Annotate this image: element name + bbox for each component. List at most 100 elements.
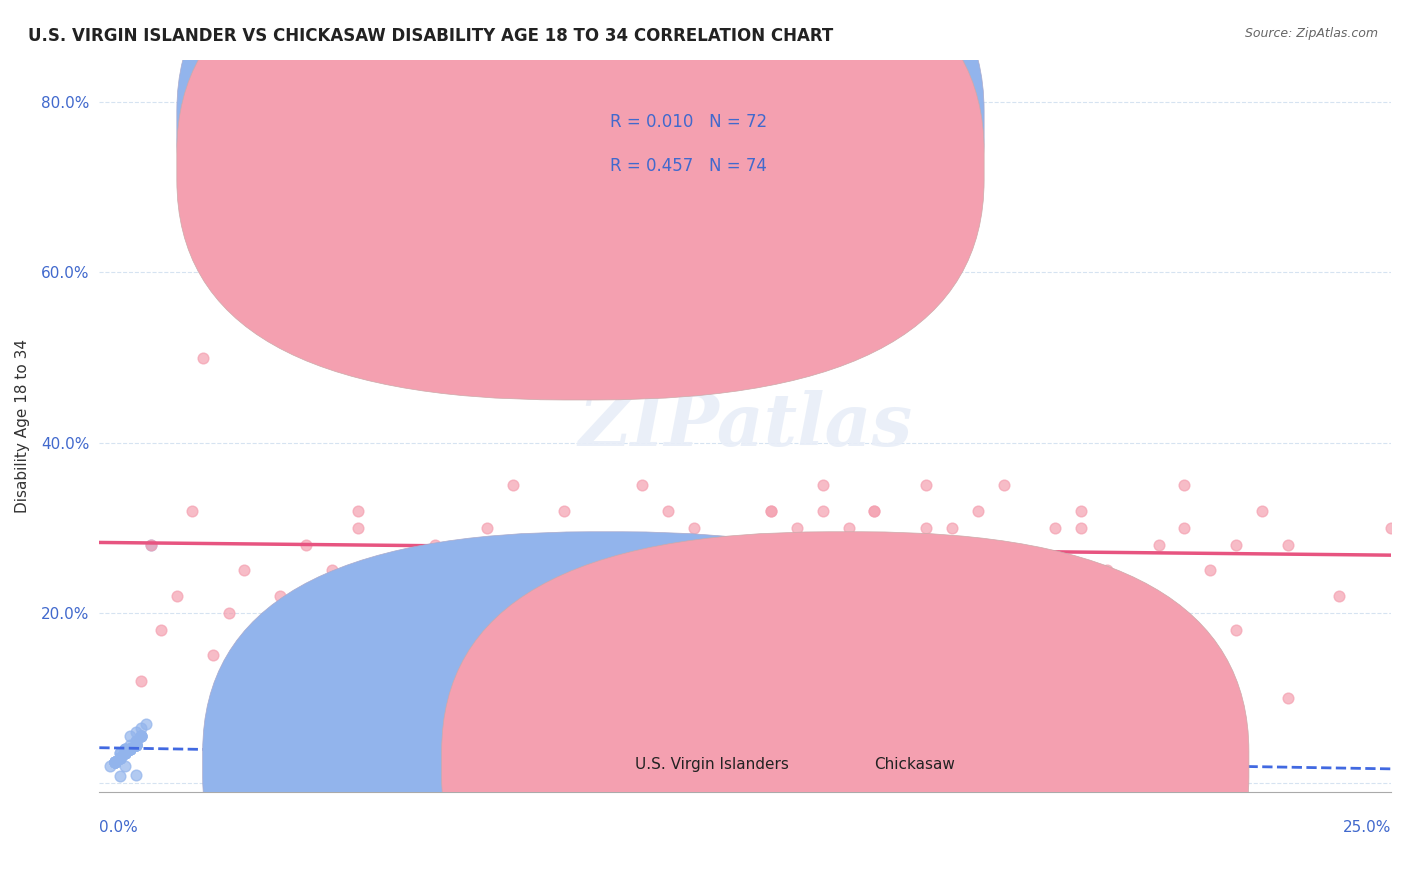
Text: U.S. Virgin Islanders: U.S. Virgin Islanders bbox=[636, 757, 789, 772]
Point bbox=[786, 521, 808, 535]
Point bbox=[709, 538, 731, 552]
Point bbox=[120, 729, 142, 743]
Point bbox=[863, 504, 886, 518]
Point bbox=[181, 504, 204, 518]
Point bbox=[1018, 648, 1040, 663]
Point bbox=[104, 755, 127, 769]
Point bbox=[124, 767, 146, 781]
Point bbox=[605, 572, 627, 586]
Point bbox=[108, 750, 131, 764]
Text: R = 0.457   N = 74: R = 0.457 N = 74 bbox=[610, 157, 766, 175]
Point bbox=[129, 729, 152, 743]
Point bbox=[135, 716, 157, 731]
Point bbox=[114, 747, 136, 761]
Point bbox=[104, 755, 127, 769]
Point bbox=[108, 750, 131, 764]
Point bbox=[201, 648, 224, 663]
Point bbox=[114, 747, 136, 761]
Text: U.S. VIRGIN ISLANDER VS CHICKASAW DISABILITY AGE 18 TO 34 CORRELATION CHART: U.S. VIRGIN ISLANDER VS CHICKASAW DISABI… bbox=[28, 27, 834, 45]
Point bbox=[837, 521, 859, 535]
Point bbox=[104, 755, 127, 769]
Point bbox=[120, 742, 142, 756]
Point bbox=[129, 729, 152, 743]
Point bbox=[450, 368, 472, 382]
Point bbox=[139, 538, 162, 552]
Point bbox=[1173, 521, 1195, 535]
Point bbox=[108, 750, 131, 764]
Point bbox=[124, 738, 146, 752]
Point bbox=[863, 504, 886, 518]
Point bbox=[104, 755, 127, 769]
Text: ZIPatlas: ZIPatlas bbox=[578, 390, 912, 461]
Point bbox=[398, 589, 420, 603]
Point bbox=[218, 606, 240, 620]
Point bbox=[941, 521, 963, 535]
Point bbox=[114, 747, 136, 761]
Point bbox=[104, 755, 127, 769]
Point bbox=[657, 538, 679, 552]
Point bbox=[1018, 767, 1040, 781]
Point bbox=[124, 738, 146, 752]
Point bbox=[139, 538, 162, 552]
Point bbox=[1070, 504, 1092, 518]
Point bbox=[502, 478, 524, 492]
Point bbox=[108, 750, 131, 764]
Point bbox=[1225, 623, 1247, 637]
Point bbox=[450, 563, 472, 577]
Point bbox=[233, 563, 256, 577]
Point bbox=[398, 555, 420, 569]
Point bbox=[120, 742, 142, 756]
Text: 25.0%: 25.0% bbox=[1343, 820, 1391, 835]
Point bbox=[114, 759, 136, 773]
Point bbox=[114, 747, 136, 761]
Point bbox=[124, 738, 146, 752]
Point bbox=[709, 563, 731, 577]
Point bbox=[1277, 538, 1299, 552]
Point bbox=[915, 478, 938, 492]
FancyBboxPatch shape bbox=[177, 0, 984, 359]
Point bbox=[1018, 563, 1040, 577]
Point bbox=[124, 725, 146, 739]
Point bbox=[108, 750, 131, 764]
Y-axis label: Disability Age 18 to 34: Disability Age 18 to 34 bbox=[15, 339, 30, 513]
Point bbox=[915, 521, 938, 535]
Point bbox=[129, 729, 152, 743]
Point bbox=[114, 747, 136, 761]
Point bbox=[104, 755, 127, 769]
Point bbox=[373, 589, 395, 603]
Point bbox=[657, 504, 679, 518]
Point bbox=[120, 742, 142, 756]
Point bbox=[966, 504, 988, 518]
Point bbox=[114, 747, 136, 761]
Point bbox=[425, 538, 447, 552]
Point bbox=[759, 504, 782, 518]
Point bbox=[734, 538, 756, 552]
Point bbox=[630, 478, 652, 492]
Point bbox=[1173, 478, 1195, 492]
Point bbox=[346, 708, 368, 723]
Point bbox=[1225, 538, 1247, 552]
Point bbox=[150, 623, 173, 637]
Point bbox=[108, 750, 131, 764]
Point bbox=[104, 755, 127, 769]
Point bbox=[502, 555, 524, 569]
Point bbox=[124, 738, 146, 752]
Point bbox=[295, 538, 318, 552]
Point bbox=[124, 738, 146, 752]
Point bbox=[1122, 665, 1144, 680]
FancyBboxPatch shape bbox=[441, 532, 1249, 892]
Point bbox=[295, 623, 318, 637]
Point bbox=[346, 521, 368, 535]
Point bbox=[269, 589, 291, 603]
Point bbox=[98, 759, 121, 773]
Point bbox=[321, 563, 343, 577]
Point bbox=[253, 623, 276, 637]
Point bbox=[129, 729, 152, 743]
Point bbox=[129, 729, 152, 743]
FancyBboxPatch shape bbox=[177, 0, 984, 400]
Point bbox=[108, 747, 131, 761]
Point bbox=[104, 755, 127, 769]
Point bbox=[108, 769, 131, 783]
Point bbox=[1147, 538, 1170, 552]
Text: Source: ZipAtlas.com: Source: ZipAtlas.com bbox=[1244, 27, 1378, 40]
